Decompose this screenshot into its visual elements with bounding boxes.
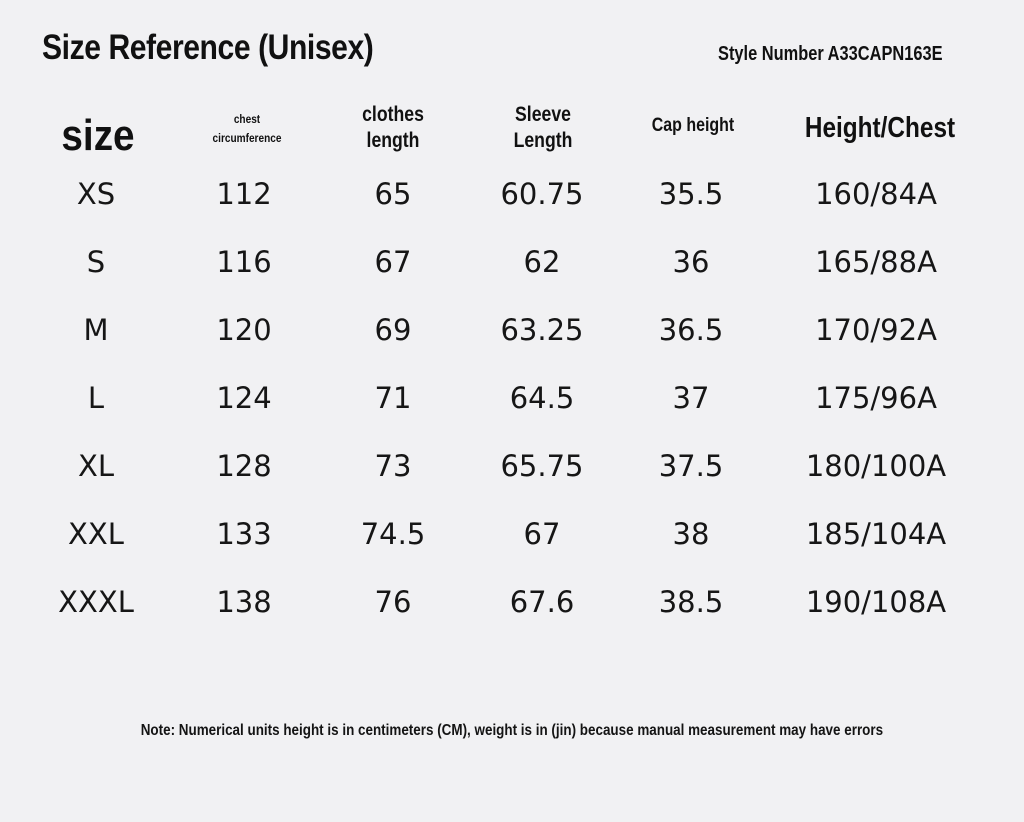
cell-cap-height: 36: [672, 245, 710, 279]
cell-clothes-length: 69: [374, 313, 412, 347]
cell-height-chest: 175/96A: [815, 381, 937, 415]
cell-chest: 112: [216, 177, 272, 211]
header-clothes-line1: clothes: [362, 103, 424, 126]
cell-size: S: [86, 245, 106, 279]
cell-size: L: [87, 381, 105, 415]
header-clothes-length: clothes length: [343, 102, 444, 155]
header-sleeve-length: Sleeve Length: [493, 102, 594, 155]
table-row: S 116 67 62 36 165/88A: [0, 242, 1024, 282]
cell-clothes-length: 73: [374, 449, 412, 483]
cell-height-chest: 160/84A: [815, 177, 937, 211]
table-row: XXXL 138 76 67.6 38.5 190/108A: [0, 582, 1024, 622]
cell-sleeve-length: 65.75: [500, 449, 584, 483]
header-size: size: [61, 111, 135, 160]
table-row: M 120 69 63.25 36.5 170/92A: [0, 310, 1024, 350]
cell-sleeve-length: 67: [523, 517, 561, 551]
header-cap-height: Cap height: [651, 115, 735, 136]
cell-chest: 116: [216, 245, 272, 279]
cell-chest: 133: [216, 517, 272, 551]
cell-clothes-length: 67: [374, 245, 412, 279]
cell-sleeve-length: 67.6: [509, 585, 575, 619]
header-height-chest: Height/Chest: [804, 112, 956, 144]
header-chest-line2: circumference: [212, 130, 282, 145]
cell-chest: 138: [216, 585, 272, 619]
header-chest-circumference: chest circumference: [197, 110, 298, 147]
cell-cap-height: 38: [672, 517, 710, 551]
cell-cap-height: 38.5: [658, 585, 724, 619]
cell-sleeve-length: 60.75: [500, 177, 584, 211]
cell-clothes-length: 74.5: [360, 517, 426, 551]
cell-size: XXXL: [58, 585, 134, 619]
cell-size: M: [83, 313, 109, 347]
header-chest-line1: chest: [233, 112, 261, 126]
cell-cap-height: 37.5: [658, 449, 724, 483]
cell-cap-height: 35.5: [658, 177, 724, 211]
cell-cap-height: 37: [672, 381, 710, 415]
cell-size: XL: [77, 449, 115, 483]
cell-sleeve-length: 63.25: [500, 313, 584, 347]
cell-chest: 128: [216, 449, 272, 483]
cell-sleeve-length: 64.5: [509, 381, 575, 415]
cell-height-chest: 185/104A: [805, 517, 947, 551]
cell-clothes-length: 65: [374, 177, 412, 211]
style-number: Style Number A33CAPN163E: [718, 43, 943, 65]
cell-clothes-length: 71: [374, 381, 412, 415]
table-row: XXL 133 74.5 67 38 185/104A: [0, 514, 1024, 554]
table-row: XS 112 65 60.75 35.5 160/84A: [0, 174, 1024, 214]
cell-height-chest: 165/88A: [815, 245, 937, 279]
header-sleeve-line2: Length: [513, 129, 573, 153]
cell-size: XXL: [68, 517, 124, 551]
cell-height-chest: 190/108A: [805, 585, 947, 619]
cell-chest: 120: [216, 313, 272, 347]
table-row: XL 128 73 65.75 37.5 180/100A: [0, 446, 1024, 486]
cell-height-chest: 170/92A: [815, 313, 937, 347]
table-row: L 124 71 64.5 37 175/96A: [0, 378, 1024, 418]
cell-sleeve-length: 62: [523, 245, 561, 279]
header-sleeve-line1: Sleeve: [515, 103, 571, 126]
cell-height-chest: 180/100A: [805, 449, 947, 483]
page-title: Size Reference (Unisex): [42, 28, 374, 67]
cell-clothes-length: 76: [374, 585, 412, 619]
header-clothes-line2: length: [366, 129, 420, 153]
measurement-note: Note: Numerical units height is in centi…: [140, 722, 884, 739]
cell-size: XS: [76, 177, 116, 211]
cell-cap-height: 36.5: [658, 313, 724, 347]
cell-chest: 124: [216, 381, 272, 415]
